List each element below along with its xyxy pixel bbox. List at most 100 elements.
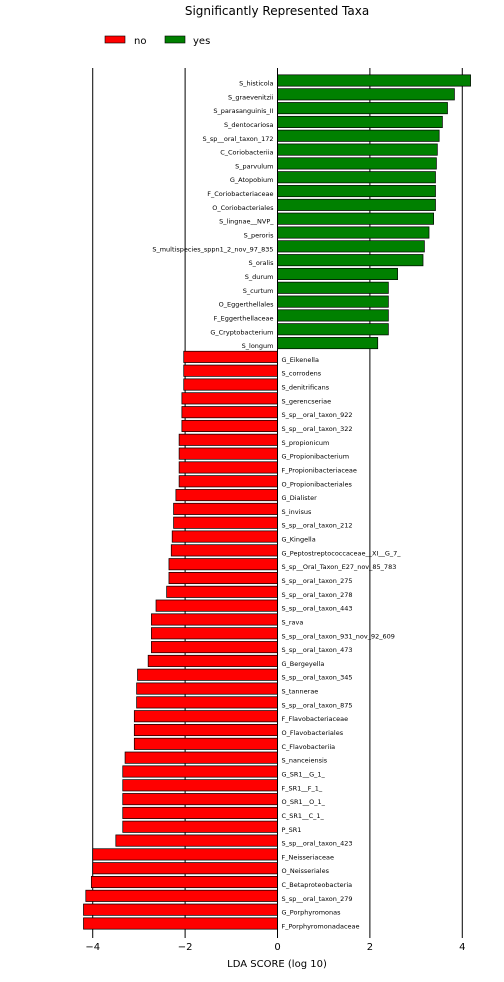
bar-34 — [170, 544, 278, 557]
bar-50 — [122, 765, 278, 778]
bar-36 — [168, 571, 278, 585]
bar-29 — [178, 475, 278, 488]
bar-32 — [173, 516, 278, 529]
bar-label-2: S_parasanguinis_II — [213, 107, 273, 115]
bar-label-19: S_longum — [242, 342, 274, 350]
bar-23 — [181, 392, 278, 405]
bar-label-26: S_propionicum — [282, 439, 330, 447]
x-axis: −4 −2 0 2 4 — [85, 934, 465, 953]
bar-11 — [277, 226, 430, 239]
bar-label-22: S_denitrificans — [282, 384, 330, 392]
bar-label-33: G_Kingella — [282, 536, 316, 544]
bar-label-39: S_rava — [282, 618, 304, 626]
bar-label-30: G_Dialister — [282, 494, 318, 502]
bar-44 — [136, 682, 278, 695]
bar-label-48: C_Flavobacteriia — [282, 743, 336, 751]
bar-label-36: S_sp__oral_taxon_275 — [282, 577, 353, 585]
bar-label-50: G_SR1__G_1_ — [282, 770, 326, 778]
bar-label-0: S_histicola — [239, 80, 273, 88]
bar-58 — [90, 876, 278, 889]
chart-title: Significantly Represented Taxa — [185, 4, 369, 18]
bar-label-1: S_graevenitzii — [228, 93, 274, 101]
bar-label-51: F_SR1__F_1_ — [282, 784, 323, 792]
legend-swatch-no — [104, 35, 126, 44]
bar-label-54: P_SR1 — [282, 826, 302, 834]
bar-46 — [133, 710, 278, 723]
bar-28 — [178, 461, 278, 474]
bar-label-32: S_sp__oral_taxon_212 — [282, 522, 353, 530]
bar-60 — [83, 903, 278, 916]
bar-label-56: F_Neisseriaceae — [282, 853, 334, 861]
bar-label-53: C_SR1__C_1_ — [282, 812, 325, 820]
bar-label-34: G_Peptostreptococcaceae__XI__G_7_ — [282, 549, 402, 557]
bar-49 — [124, 751, 278, 764]
bar-10 — [277, 212, 434, 225]
bar-2 — [277, 102, 448, 115]
bar-label-35: S_sp__Oral_Taxon_E27_nov_85_783 — [282, 563, 397, 571]
bar-label-27: G_Propionibacterium — [282, 453, 350, 461]
bar-37 — [166, 585, 278, 598]
bar-label-8: F_Coriobacteriaceae — [207, 190, 273, 198]
bar-9 — [277, 198, 436, 211]
bar-label-3: S_dentocariosa — [224, 121, 274, 129]
bar-14 — [277, 267, 398, 280]
bar-label-5: C_Coriobacteriia — [220, 149, 273, 157]
bar-16 — [277, 295, 389, 308]
bar-1 — [277, 88, 455, 101]
x-tick-label: −2 — [178, 942, 193, 953]
bar-label-61: F_Porphyromonadaceae — [282, 923, 360, 931]
bar-57 — [92, 862, 278, 875]
bar-label-29: O_Propionibacteriales — [282, 480, 353, 488]
bar-15 — [277, 281, 389, 294]
bar-label-37: S_sp__oral_taxon_278 — [282, 591, 353, 599]
bar-labels: S_histicola S_graevenitzii S_parasanguinis… — [152, 80, 401, 931]
legend-swatch-yes — [164, 35, 186, 44]
bar-label-60: G_Porphyromonas — [282, 909, 342, 917]
bar-18 — [277, 323, 389, 336]
bar-0 — [277, 74, 471, 87]
bar-45 — [136, 696, 278, 709]
bar-26 — [178, 433, 278, 446]
bar-label-16: O_Eggerthellales — [219, 301, 274, 309]
bar-5 — [277, 143, 438, 156]
x-axis-label: LDA SCORE (log 10) — [227, 959, 327, 970]
bar-label-24: S_sp__oral_taxon_922 — [282, 411, 353, 419]
bar-31 — [173, 502, 278, 515]
bar-48 — [133, 737, 278, 750]
bar-17 — [277, 309, 389, 322]
bar-label-11: S_peroris — [244, 232, 274, 240]
bar-40 — [151, 627, 278, 640]
bar-25 — [181, 419, 278, 433]
bar-label-21: S_corrodens — [282, 370, 322, 378]
bar-41 — [151, 641, 278, 654]
x-tick-label: −4 — [85, 942, 100, 953]
bar-label-4: S_sp__oral_taxon_172 — [202, 135, 273, 143]
bar-label-58: C_Betaproteobacteria — [282, 881, 353, 889]
bar-label-6: S_parvulum — [235, 162, 273, 170]
bar-label-52: O_SR1__O_1_ — [282, 798, 326, 806]
bar-24 — [181, 406, 278, 419]
bar-label-57: O_Neisseriales — [282, 867, 330, 875]
bar-54 — [122, 820, 278, 833]
bar-label-41: S_sp__oral_taxon_473 — [282, 646, 353, 654]
bar-label-38: S_sp__oral_taxon_443 — [282, 605, 353, 613]
bar-38 — [155, 599, 278, 612]
bar-label-40: S_sp__oral_taxon_931_nov_92_609 — [282, 632, 395, 640]
x-tick-label: 4 — [459, 942, 465, 953]
bar-61 — [83, 917, 278, 930]
bar-56 — [92, 848, 278, 861]
bar-22 — [183, 378, 278, 391]
bar-label-43: S_sp__oral_taxon_345 — [282, 674, 353, 682]
bar-12 — [277, 240, 425, 253]
bar-label-31: S_invisus — [282, 508, 312, 516]
bar-6 — [277, 157, 437, 170]
bar-label-9: O_Coriobacteriales — [212, 204, 274, 212]
bar-label-17: F_Eggerthellaceae — [214, 314, 274, 322]
bar-label-49: S_nanceiensis — [282, 757, 328, 765]
x-tick-label: 0 — [274, 942, 280, 953]
x-tick-label: 2 — [367, 942, 373, 953]
bar-52 — [122, 793, 278, 806]
bar-label-42: G_Bergeyella — [282, 660, 325, 668]
legend-label-yes: yes — [193, 36, 210, 47]
bar-label-14: S_durum — [245, 273, 274, 281]
